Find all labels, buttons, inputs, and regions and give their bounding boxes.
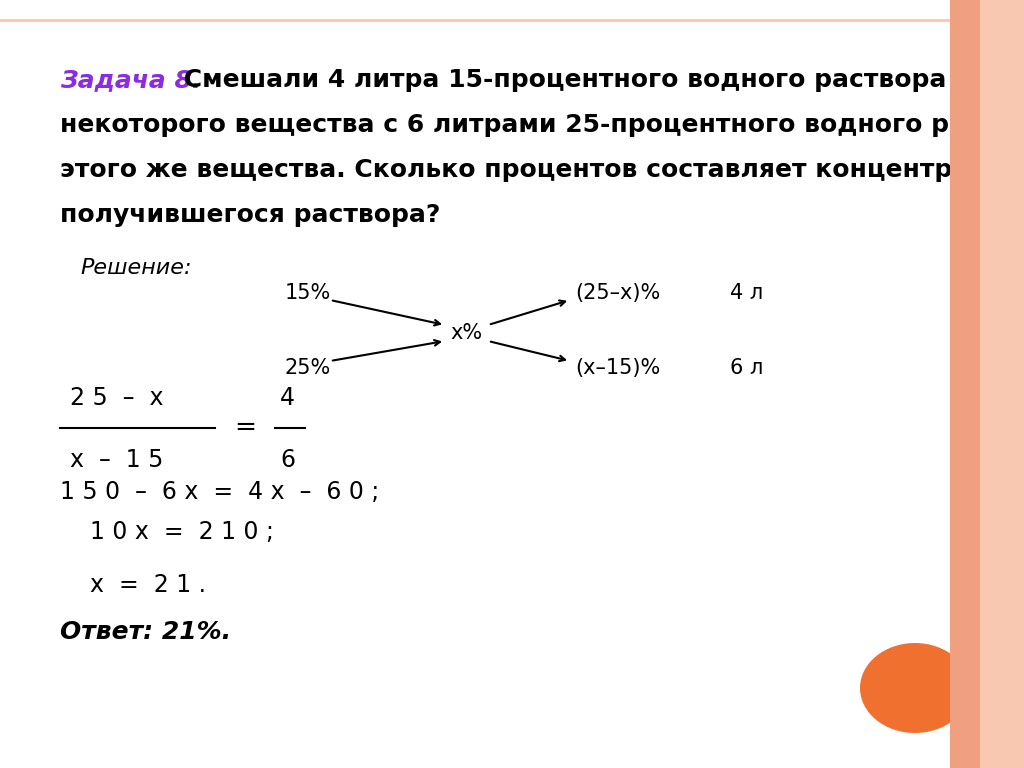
Text: 1 0 х  =  2 1 0 ;: 1 0 х = 2 1 0 ; <box>90 520 273 544</box>
Text: (25–х)%: (25–х)% <box>575 283 660 303</box>
Text: 6 л: 6 л <box>730 358 763 378</box>
Text: 2 5  –  х: 2 5 – х <box>70 386 164 410</box>
Text: Смешали 4 литра 15-процентного водного раствора: Смешали 4 литра 15-процентного водного р… <box>175 68 946 92</box>
Text: этого же вещества. Сколько процентов составляет концентрация: этого же вещества. Сколько процентов сос… <box>60 158 1022 182</box>
Text: Решение:: Решение: <box>80 258 191 278</box>
Bar <box>950 0 980 768</box>
Text: получившегося раствора?: получившегося раствора? <box>60 203 440 227</box>
Text: х  =  2 1 .: х = 2 1 . <box>90 573 206 597</box>
Text: Ответ: 21%.: Ответ: 21%. <box>60 620 231 644</box>
Text: (х–15)%: (х–15)% <box>575 358 660 378</box>
Text: некоторого вещества с 6 литрами 25-процентного водного раствора: некоторого вещества с 6 литрами 25-проце… <box>60 113 1024 137</box>
Text: 6: 6 <box>280 448 295 472</box>
Text: 15%: 15% <box>285 283 331 303</box>
Text: 4 л: 4 л <box>730 283 763 303</box>
Text: Задача 8.: Задача 8. <box>60 68 202 92</box>
Text: =: = <box>234 415 256 441</box>
Text: х%: х% <box>450 323 482 343</box>
Text: 4: 4 <box>280 386 295 410</box>
Text: 25%: 25% <box>285 358 331 378</box>
Text: 1 5 0  –  6 х  =  4 х  –  6 0 ;: 1 5 0 – 6 х = 4 х – 6 0 ; <box>60 480 379 504</box>
Ellipse shape <box>860 643 970 733</box>
Bar <box>980 0 1024 768</box>
Text: х  –  1 5: х – 1 5 <box>70 448 164 472</box>
